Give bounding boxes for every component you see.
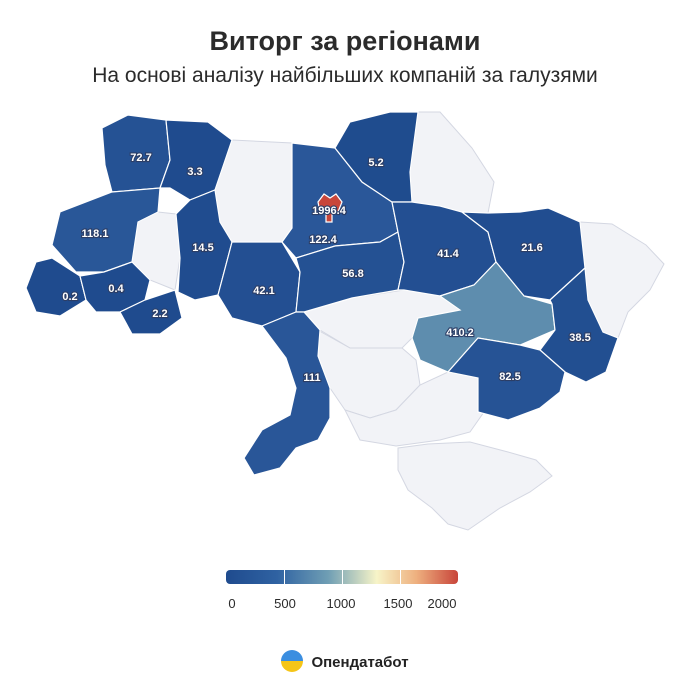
region-chernihiv xyxy=(334,111,419,203)
legend-label-0: 0 xyxy=(228,596,236,611)
label-zaporizhzhia: 82.5 xyxy=(499,371,520,383)
label-odesa: 111 xyxy=(303,372,320,384)
legend-tick xyxy=(400,570,401,584)
label-chernivtsi: 2.2 xyxy=(152,308,167,320)
label-volyn: 72.7 xyxy=(130,152,151,164)
label-rivne: 3.3 xyxy=(187,166,202,178)
legend-label-2000: 2000 xyxy=(427,596,457,611)
label-kharkiv: 21.6 xyxy=(521,242,542,254)
label-ternopil: 14.5 xyxy=(192,242,213,254)
label-khmelnytskyi: 42.1 xyxy=(253,285,274,297)
legend-label-1000: 1000 xyxy=(326,596,356,611)
opendatabot-logo-icon xyxy=(281,650,304,672)
label-kyiv-oblast: 122.4 xyxy=(309,234,337,246)
legend-label-1500: 1500 xyxy=(383,596,413,611)
region-donetsk xyxy=(539,266,619,383)
label-ivano-frankivsk: 0.4 xyxy=(108,283,124,295)
label-lviv: 118.1 xyxy=(82,228,109,240)
region-odesa xyxy=(243,311,331,476)
region-zakarpattia xyxy=(25,257,87,317)
label-cherkasy: 56.8 xyxy=(342,268,363,280)
label-kyiv-city: 1996.4 xyxy=(312,205,347,217)
region-crimea xyxy=(397,441,553,531)
region-chernivtsi xyxy=(119,289,183,335)
label-donetsk: 38.5 xyxy=(569,332,590,344)
region-sumy xyxy=(409,111,495,214)
label-zakarpattia: 0.2 xyxy=(62,291,77,303)
region-kyiv-city xyxy=(317,193,343,223)
brand-footer: Опендатабот xyxy=(0,650,690,674)
map-subtitle: На основі аналізу найбільших компаній за… xyxy=(92,64,598,87)
legend-tick xyxy=(342,570,343,584)
legend-label-500: 500 xyxy=(274,596,296,611)
legend-tick xyxy=(284,570,285,584)
label-chernihiv: 5.2 xyxy=(368,157,383,169)
label-dnipropetrovsk: 410.2 xyxy=(446,327,474,339)
region-zaporizhzhia xyxy=(446,337,566,421)
map-title: Виторг за регіонами xyxy=(209,26,481,56)
color-scale-legend xyxy=(226,570,458,584)
label-poltava: 41.4 xyxy=(437,248,459,260)
brand-name: Опендатабот xyxy=(311,653,409,671)
